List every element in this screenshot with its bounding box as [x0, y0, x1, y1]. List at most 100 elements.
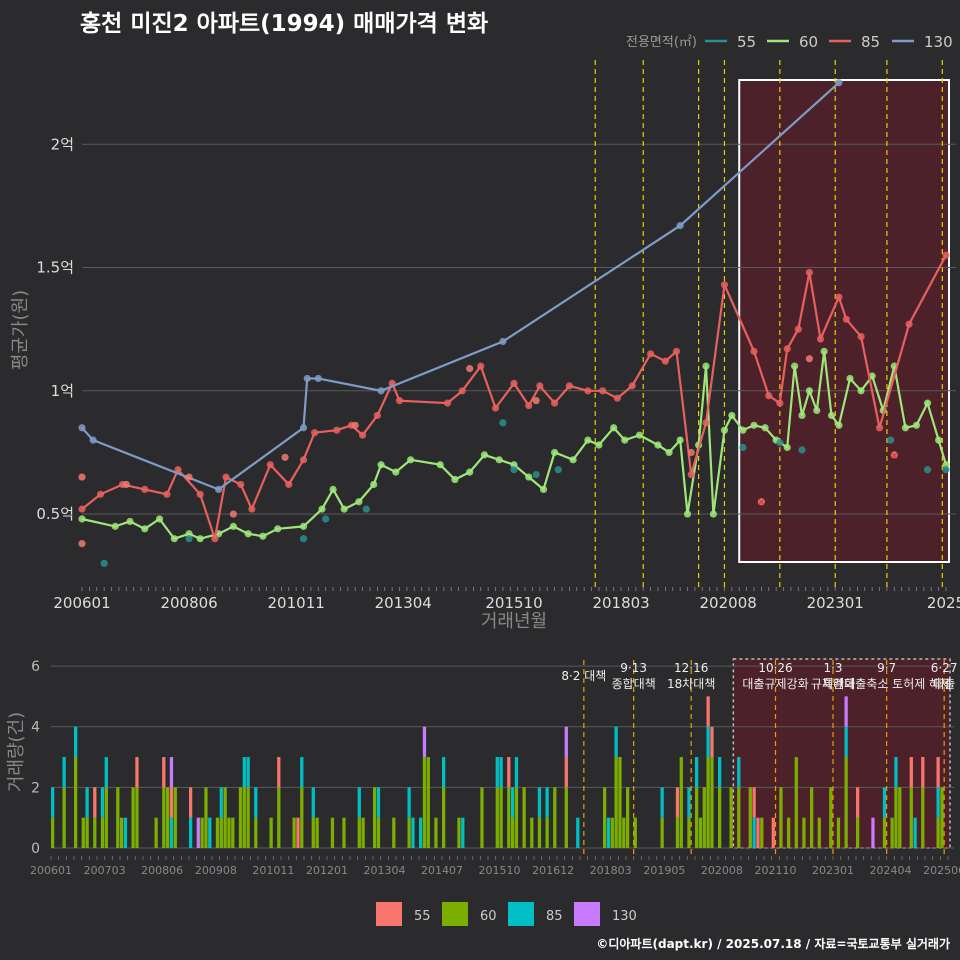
volume-bar: [169, 817, 174, 848]
volume-bar: [794, 757, 798, 848]
data-point-60: [621, 436, 629, 444]
volume-bar: [461, 817, 465, 848]
data-point-85-scatter: [510, 466, 518, 474]
x-minor-ticks-bottom: [50, 856, 949, 860]
volume-bar: [909, 757, 913, 788]
x-tick-label-bottom: 200703: [84, 864, 126, 877]
data-point-60: [702, 362, 710, 370]
data-point-85: [196, 490, 204, 498]
data-point-60: [196, 535, 204, 543]
data-point-85: [311, 429, 319, 437]
volume-bar: [618, 757, 622, 848]
data-point-130: [303, 374, 311, 383]
volume-bar: [495, 757, 499, 788]
data-point-60: [846, 374, 854, 383]
volume-bar: [277, 787, 281, 848]
x-tick-label: 201803: [592, 594, 649, 612]
data-point-60: [392, 468, 400, 476]
x-tick-label-bottom: 202506: [923, 864, 960, 877]
volume-bar: [844, 696, 848, 727]
data-point-60: [739, 426, 747, 434]
volume-bar: [434, 817, 438, 848]
volume-bar: [894, 757, 898, 788]
volume-bar: [622, 817, 626, 848]
data-point-85: [525, 401, 533, 410]
volume-bar: [173, 787, 177, 848]
volume-bar: [93, 787, 97, 818]
legend-label: 55: [737, 33, 756, 51]
volume-bar: [603, 787, 607, 848]
volume-bar: [51, 787, 55, 818]
volume-bar: [74, 726, 78, 758]
legend-swatch-bottom: [574, 902, 600, 926]
data-point-60: [377, 461, 385, 469]
data-point-60: [783, 443, 791, 452]
volume-bar: [254, 817, 258, 848]
data-point-60: [835, 421, 843, 429]
data-point-85: [458, 387, 466, 395]
data-point-60: [126, 517, 134, 526]
data-point-85: [857, 332, 865, 341]
volume-bar: [169, 787, 174, 818]
data-point-85: [477, 362, 485, 370]
data-point-55: [351, 421, 359, 429]
volume-bar: [407, 817, 411, 848]
volume-bar: [442, 757, 446, 788]
volume-bar: [890, 817, 894, 848]
volume-bar: [936, 787, 940, 818]
volume-bar: [537, 817, 542, 848]
volume-bar: [74, 757, 78, 848]
volume-bar: [104, 787, 108, 848]
volume-bar: [660, 817, 664, 848]
volume-bar: [135, 757, 139, 788]
volume-bar: [62, 757, 66, 788]
data-point-60: [935, 436, 943, 444]
volume-bar: [442, 787, 446, 848]
volume-bar: [300, 757, 304, 788]
volume-bar: [227, 817, 231, 848]
volume-bar: [215, 817, 220, 848]
volume-bar: [752, 787, 756, 818]
policy-label: 대출: [933, 677, 955, 691]
x-tick-label: 202008: [700, 594, 757, 612]
x-tick-label-bottom: 201905: [643, 864, 685, 877]
volume-bar: [330, 817, 335, 848]
data-point-85: [237, 480, 245, 489]
data-point-60: [244, 530, 252, 538]
data-point-60: [407, 456, 415, 464]
volume-bar: [710, 726, 714, 758]
volume-bar: [135, 787, 139, 848]
data-point-60: [170, 535, 178, 543]
volume-bar: [419, 817, 423, 848]
data-point-130: [89, 436, 97, 444]
volume-bar: [729, 787, 733, 848]
y-tick-label-bottom: 2: [31, 780, 40, 796]
volume-bar: [698, 817, 703, 848]
volume-bar: [737, 787, 741, 848]
x-tick-label: 2025: [927, 594, 960, 612]
volume-bar: [219, 787, 223, 818]
x-tick-label: 201304: [375, 594, 432, 612]
data-point-60: [798, 411, 806, 420]
volume-bar: [196, 817, 200, 848]
data-point-130: [78, 424, 86, 432]
data-point-60: [451, 475, 459, 484]
volume-bar: [695, 787, 699, 848]
volume-bar: [85, 817, 89, 848]
data-point-60: [436, 461, 444, 469]
data-point-85: [565, 382, 573, 390]
data-point-60: [923, 399, 932, 407]
data-point-60: [610, 424, 618, 432]
data-point-85: [299, 456, 308, 464]
volume-bar: [499, 787, 503, 848]
volume-bar: [921, 757, 925, 788]
volume-bar: [760, 817, 764, 848]
data-point-85-scatter: [887, 436, 895, 444]
x-tick-label-bottom: 201201: [306, 864, 348, 877]
data-point-85: [750, 347, 758, 355]
data-point-85-scatter: [554, 466, 562, 474]
data-point-55: [78, 540, 86, 548]
data-point-60: [480, 451, 489, 459]
data-point-85-scatter: [739, 443, 747, 452]
data-point-85: [248, 505, 256, 513]
